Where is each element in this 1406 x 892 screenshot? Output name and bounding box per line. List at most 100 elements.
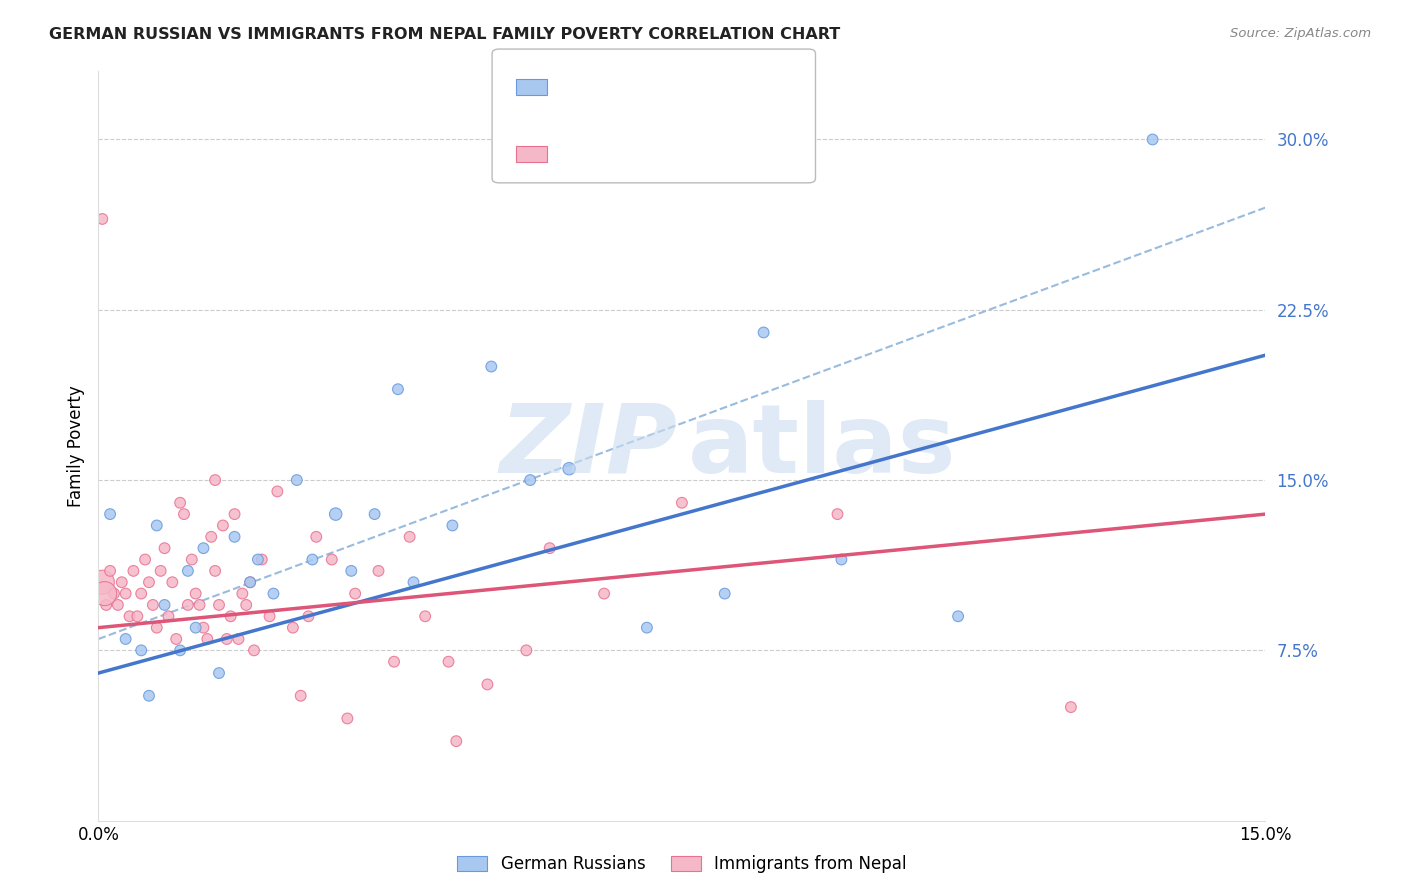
Text: N = 32: N = 32: [675, 80, 733, 95]
Point: [162, 575, 184, 590]
Point: [413, 609, 436, 624]
Point: [157, 609, 180, 624]
Point: [146, 518, 169, 533]
Point: [1142, 132, 1164, 146]
Point: [290, 689, 312, 703]
Text: R = 0.531: R = 0.531: [555, 80, 631, 95]
Point: [515, 643, 537, 657]
Point: [165, 632, 187, 646]
Point: [208, 666, 231, 681]
Point: [149, 564, 172, 578]
Y-axis label: Family Poverty: Family Poverty: [66, 385, 84, 507]
Point: [636, 621, 658, 635]
Point: [262, 586, 284, 600]
Point: [91, 575, 114, 590]
Point: [224, 530, 246, 544]
Point: [305, 530, 328, 544]
Point: [281, 621, 304, 635]
Point: [398, 530, 420, 544]
Point: [129, 586, 152, 600]
Point: [138, 575, 160, 590]
Point: [129, 643, 152, 657]
Point: [91, 211, 114, 226]
Point: [558, 461, 581, 475]
Text: R = 0.157: R = 0.157: [555, 147, 631, 162]
Point: [382, 655, 405, 669]
Point: [340, 564, 363, 578]
Point: [285, 473, 308, 487]
Point: [259, 609, 281, 624]
Point: [344, 586, 367, 600]
Point: [830, 552, 852, 566]
Point: [228, 632, 250, 646]
Point: [98, 507, 121, 521]
Text: atlas: atlas: [688, 400, 956, 492]
Point: [479, 359, 502, 374]
Point: [127, 609, 149, 624]
Point: [538, 541, 561, 556]
Point: [114, 586, 136, 600]
Point: [231, 586, 253, 600]
Point: [93, 586, 115, 600]
Point: [224, 507, 246, 521]
Text: GERMAN RUSSIAN VS IMMIGRANTS FROM NEPAL FAMILY POVERTY CORRELATION CHART: GERMAN RUSSIAN VS IMMIGRANTS FROM NEPAL …: [49, 27, 841, 42]
Point: [946, 609, 969, 624]
Point: [193, 541, 215, 556]
Text: ZIP: ZIP: [499, 400, 678, 492]
Point: [204, 473, 226, 487]
Point: [301, 552, 323, 566]
Point: [173, 507, 195, 521]
Point: [118, 609, 141, 624]
Point: [477, 677, 499, 691]
Point: [184, 621, 207, 635]
Point: [177, 564, 200, 578]
Point: [208, 598, 231, 612]
Point: [111, 575, 134, 590]
Point: [437, 655, 460, 669]
Point: [239, 575, 262, 590]
Point: [195, 632, 218, 646]
Point: [363, 507, 385, 521]
Point: [713, 586, 735, 600]
Point: [180, 552, 202, 566]
Point: [200, 530, 222, 544]
Point: [122, 564, 145, 578]
Point: [169, 496, 191, 510]
Point: [336, 711, 359, 725]
Point: [239, 575, 262, 590]
Point: [250, 552, 273, 566]
Point: [96, 598, 118, 612]
Point: [107, 598, 129, 612]
Point: [1060, 700, 1083, 714]
Point: [142, 598, 165, 612]
Point: [204, 564, 226, 578]
Legend: German Russians, Immigrants from Nepal: German Russians, Immigrants from Nepal: [451, 848, 912, 880]
Point: [367, 564, 389, 578]
Point: [297, 609, 319, 624]
Point: [246, 552, 269, 566]
Point: [169, 643, 191, 657]
Text: Source: ZipAtlas.com: Source: ZipAtlas.com: [1230, 27, 1371, 40]
Point: [153, 598, 176, 612]
Point: [325, 507, 347, 521]
Point: [402, 575, 425, 590]
Point: [235, 598, 257, 612]
Point: [98, 564, 121, 578]
Point: [146, 621, 169, 635]
Point: [387, 382, 409, 396]
Point: [441, 518, 464, 533]
Text: N = 67: N = 67: [675, 147, 733, 162]
Point: [193, 621, 215, 635]
Point: [519, 473, 541, 487]
Point: [243, 643, 266, 657]
Point: [138, 689, 160, 703]
Point: [188, 598, 211, 612]
Point: [184, 586, 207, 600]
Point: [593, 586, 616, 600]
Point: [219, 609, 242, 624]
Point: [114, 632, 136, 646]
Point: [266, 484, 288, 499]
Point: [134, 552, 156, 566]
Point: [671, 496, 693, 510]
Point: [215, 632, 238, 646]
